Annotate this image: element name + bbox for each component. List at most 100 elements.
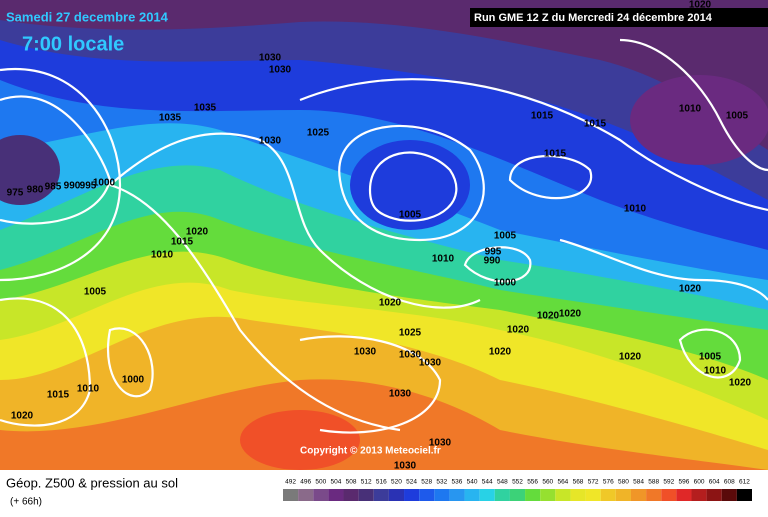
colorbar-label: 588 <box>648 479 659 486</box>
colorbar-label: 580 <box>618 479 629 486</box>
colorbar-label: 528 <box>421 479 432 486</box>
colorbar-label: 568 <box>573 479 584 486</box>
colorbar-cell <box>570 489 586 501</box>
colorbar-cell <box>449 489 465 501</box>
colorbar-label: 512 <box>361 479 372 486</box>
isobar-label: 1015 <box>171 237 194 248</box>
isobar-label: 1020 <box>619 352 642 363</box>
colorbar-label: 556 <box>527 479 538 486</box>
colorbar-label: 584 <box>633 479 644 486</box>
isobar-label: 1015 <box>47 390 70 401</box>
isobar-label: 1030 <box>429 438 452 449</box>
isobar-label: 1005 <box>494 231 517 242</box>
colorbar-cell <box>388 489 405 501</box>
isobar-label: 1010 <box>151 250 174 261</box>
colorbar-label: 552 <box>512 479 523 486</box>
isobar-label: 1020 <box>689 0 712 11</box>
colorbar-cell <box>525 489 541 501</box>
colorbar-cell <box>479 489 495 501</box>
colorbar-cell <box>706 489 722 501</box>
isobar-label: 1030 <box>399 350 422 361</box>
footer-title: Géop. Z500 & pression au sol <box>6 475 178 490</box>
isobar-label: 1020 <box>489 347 512 358</box>
isobar-label: 1030 <box>259 136 282 147</box>
isobar-label: 1005 <box>726 111 749 122</box>
colorbar-label: 604 <box>709 479 720 486</box>
colorbar-cell <box>630 489 647 501</box>
isobar-label: 1025 <box>399 328 422 339</box>
colorbar-label: 504 <box>331 479 342 486</box>
isobar-label: 1020 <box>379 298 402 309</box>
geopotential-bands <box>0 20 768 471</box>
colorbar-cell <box>540 489 556 501</box>
isobar-label: 1020 <box>186 227 209 238</box>
colorbar-cell <box>600 489 616 501</box>
isobar-label: 1010 <box>704 366 727 377</box>
isobar-label: 1030 <box>419 358 442 369</box>
copyright: Copyright © 2013 Meteociel.fr <box>300 446 441 457</box>
colorbar-label: 508 <box>346 479 357 486</box>
colorbar-cell <box>343 489 359 501</box>
colorbar-label: 496 <box>300 479 311 486</box>
isobar-label: 1030 <box>389 389 412 400</box>
isobars <box>0 38 768 434</box>
date: Samedi 27 decembre 2014 <box>6 9 169 24</box>
isobar-label: 1030 <box>269 65 292 76</box>
isobar-label: 975 <box>7 188 24 199</box>
isobar-label: 1030 <box>394 461 417 472</box>
isobar-label: 1005 <box>399 210 422 221</box>
colorbar-label: 516 <box>376 479 387 486</box>
colorbar-label: 500 <box>315 479 326 486</box>
lead-time: (+ 66h) <box>10 497 42 508</box>
colorbar-cell <box>313 489 329 501</box>
colorbar-cell <box>721 489 737 501</box>
colorbar-cell <box>509 489 526 501</box>
colorbar-label: 492 <box>285 479 296 486</box>
colorbar-label: 524 <box>406 479 417 486</box>
colorbar-label: 564 <box>557 479 568 486</box>
isobar-label: 1015 <box>531 111 554 122</box>
time: 7:00 locale <box>22 33 124 55</box>
isobar-label: 1030 <box>354 347 377 358</box>
isobar-label: 995 <box>80 181 97 192</box>
colorbar-label: 572 <box>588 479 599 486</box>
run-info: Run GME 12 Z du Mercredi 24 décembre 201… <box>474 12 713 24</box>
colorbar-cell <box>358 489 374 501</box>
colorbar-cell <box>373 489 389 501</box>
colorbar-cell <box>615 489 631 501</box>
colorbar-label: 592 <box>663 479 674 486</box>
isobar-label: 1010 <box>624 204 647 215</box>
isobar-label: 1000 <box>122 375 145 386</box>
isobar-label: 1020 <box>507 325 530 336</box>
isobar-label: 1010 <box>77 384 100 395</box>
colorbar-label: 532 <box>436 479 447 486</box>
isobar-label: 1020 <box>729 378 752 389</box>
colorbar-cell <box>661 489 677 501</box>
colorbar-label: 560 <box>542 479 553 486</box>
colorbar-cell <box>298 489 314 501</box>
colorbar-cell <box>494 489 510 501</box>
colorbar-cell <box>283 489 299 501</box>
colorbar-label: 596 <box>678 479 689 486</box>
isobar-label: 1015 <box>584 119 607 130</box>
colorbar-cell <box>736 489 752 501</box>
colorbar-label: 548 <box>497 479 508 486</box>
colorbar-label: 520 <box>391 479 402 486</box>
isobar-label: 995 <box>485 247 502 258</box>
isobar-label: 980 <box>27 185 44 196</box>
colorbar: 492 496 500 504 508 512 516 520 524 528 532 536 540 5… <box>283 479 752 501</box>
isobar-label: 1000 <box>93 178 116 189</box>
colorbar-cell <box>434 489 450 501</box>
colorbar-label: 608 <box>724 479 735 486</box>
isobar-label: 1005 <box>699 352 722 363</box>
colorbar-cell <box>646 489 662 501</box>
isobar-label: 1020 <box>11 411 34 422</box>
isobar-label: 1025 <box>307 128 330 139</box>
isobar-label: 985 <box>45 182 62 193</box>
isobar-label: 1015 <box>544 149 567 160</box>
colorbar-cell <box>676 489 692 501</box>
isobar-label: 1010 <box>432 254 455 265</box>
colorbar-label: 540 <box>467 479 478 486</box>
colorbar-cell <box>328 489 344 501</box>
